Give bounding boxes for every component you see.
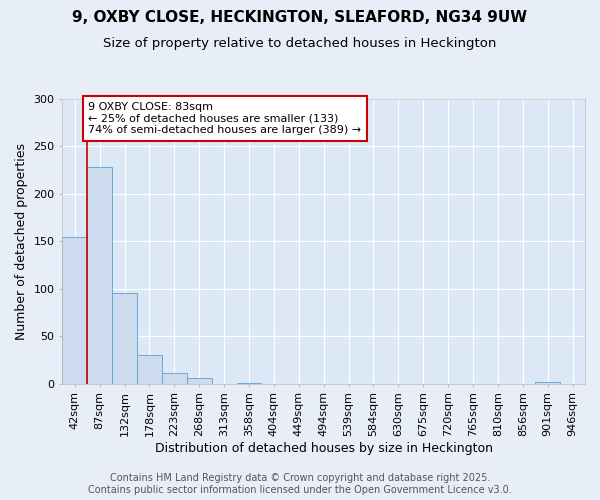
Bar bbox=[87, 168, 112, 384]
Text: 9 OXBY CLOSE: 83sqm
← 25% of detached houses are smaller (133)
74% of semi-detac: 9 OXBY CLOSE: 83sqm ← 25% of detached ho… bbox=[88, 102, 362, 135]
Bar bbox=[62, 236, 87, 384]
Bar bbox=[236, 382, 262, 384]
Y-axis label: Number of detached properties: Number of detached properties bbox=[15, 143, 28, 340]
Bar bbox=[137, 355, 162, 384]
Text: Size of property relative to detached houses in Heckington: Size of property relative to detached ho… bbox=[103, 38, 497, 51]
X-axis label: Distribution of detached houses by size in Heckington: Distribution of detached houses by size … bbox=[155, 442, 493, 455]
Bar bbox=[535, 382, 560, 384]
Text: Contains HM Land Registry data © Crown copyright and database right 2025.
Contai: Contains HM Land Registry data © Crown c… bbox=[88, 474, 512, 495]
Bar bbox=[187, 378, 212, 384]
Bar bbox=[112, 292, 137, 384]
Bar bbox=[162, 373, 187, 384]
Text: 9, OXBY CLOSE, HECKINGTON, SLEAFORD, NG34 9UW: 9, OXBY CLOSE, HECKINGTON, SLEAFORD, NG3… bbox=[73, 10, 527, 25]
